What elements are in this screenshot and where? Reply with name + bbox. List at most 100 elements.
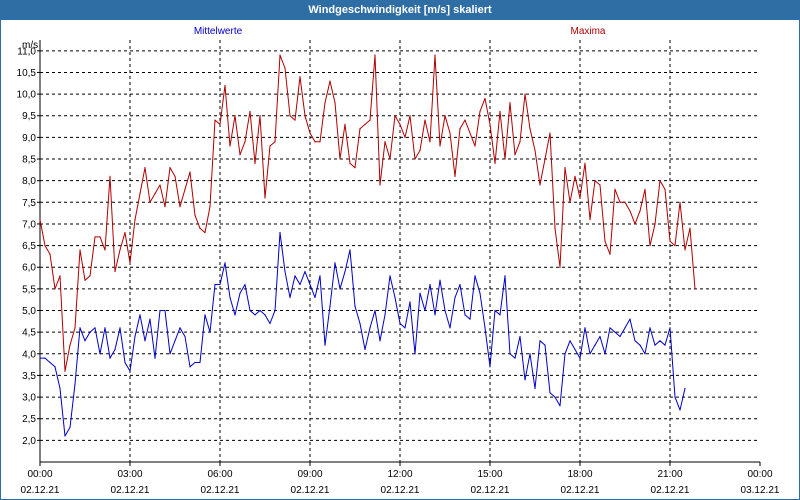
data-point <box>474 145 476 147</box>
data-point <box>649 327 651 329</box>
data-point <box>509 353 511 355</box>
data-point <box>604 240 606 242</box>
data-point <box>194 214 196 216</box>
data-point <box>529 128 531 130</box>
data-point <box>209 206 211 208</box>
data-point <box>684 249 686 251</box>
x-tick-time-label: 06:00 <box>207 469 232 480</box>
y-tick-label: 2,0 <box>22 436 36 447</box>
data-point <box>684 387 686 390</box>
data-point <box>319 275 321 277</box>
data-point <box>244 283 246 286</box>
data-point <box>119 327 121 329</box>
y-tick-label: 6,0 <box>22 263 36 274</box>
data-point <box>39 357 41 359</box>
data-point <box>624 327 626 329</box>
x-tick-time-label: 00:00 <box>27 469 52 480</box>
y-axis-unit-label: m/s <box>22 40 38 51</box>
data-point <box>364 123 366 125</box>
legend-maxima: Maxima <box>570 26 605 37</box>
y-tick-label: 8,5 <box>22 155 36 166</box>
series-mittelwerte <box>39 232 686 437</box>
data-point <box>334 262 336 264</box>
data-point <box>634 340 636 342</box>
data-point <box>394 115 396 117</box>
data-point <box>74 327 76 329</box>
data-point <box>329 80 331 82</box>
data-point <box>239 154 241 156</box>
data-point <box>384 141 386 143</box>
x-tick-date-label: 02.12.21 <box>201 485 240 496</box>
data-point <box>569 201 571 203</box>
data-point <box>654 223 656 225</box>
data-point <box>539 340 541 342</box>
data-point <box>79 327 81 329</box>
data-point <box>374 54 376 56</box>
data-point <box>189 171 191 173</box>
data-point <box>369 327 371 329</box>
data-point <box>369 119 371 121</box>
data-point <box>259 309 261 312</box>
data-point <box>424 119 426 121</box>
data-point <box>84 340 86 342</box>
data-point <box>414 353 416 355</box>
data-point <box>484 97 486 100</box>
y-tick-label: 4,5 <box>22 328 36 339</box>
data-point <box>359 322 361 325</box>
data-point <box>594 344 596 346</box>
data-point <box>619 335 621 338</box>
data-point <box>274 309 276 312</box>
data-point <box>514 357 516 359</box>
data-point <box>609 327 611 329</box>
data-point <box>389 275 391 277</box>
data-point <box>274 141 276 143</box>
data-point <box>179 206 181 208</box>
data-point <box>119 249 121 251</box>
data-point <box>159 309 161 312</box>
data-point <box>219 123 221 125</box>
data-point <box>184 335 186 338</box>
data-point <box>379 184 381 186</box>
data-point <box>234 314 236 316</box>
data-point <box>584 327 586 329</box>
data-point <box>629 318 631 320</box>
data-point <box>504 275 506 277</box>
data-point <box>649 244 651 247</box>
data-point <box>509 102 511 104</box>
data-point <box>279 232 281 234</box>
data-point <box>54 366 56 368</box>
y-tick-label: 5,0 <box>22 306 36 317</box>
data-point <box>599 335 601 338</box>
data-point <box>499 314 501 316</box>
data-point <box>384 314 386 316</box>
data-point <box>459 283 461 286</box>
data-point <box>64 435 66 437</box>
data-point <box>674 396 676 398</box>
data-point <box>454 296 456 299</box>
data-point <box>154 193 156 195</box>
data-point <box>44 357 46 359</box>
data-point <box>129 370 131 372</box>
data-point <box>554 227 556 229</box>
data-point <box>324 102 326 104</box>
data-point <box>49 361 51 364</box>
data-point <box>329 305 331 307</box>
data-point <box>569 340 571 342</box>
y-tick-label: 9,5 <box>22 111 36 122</box>
y-tick-label: 10,5 <box>17 68 37 79</box>
data-point <box>429 283 431 286</box>
data-point <box>479 110 481 113</box>
data-point <box>254 314 256 316</box>
data-point <box>254 162 256 164</box>
data-point <box>309 132 311 134</box>
data-point <box>279 54 281 56</box>
y-tick-label: 3,0 <box>22 393 36 404</box>
data-point <box>544 158 546 160</box>
data-point <box>549 392 551 394</box>
x-tick-time-label: 15:00 <box>477 469 502 480</box>
x-tick-date-label: 02.12.21 <box>21 485 60 496</box>
x-tick-date-label: 02.12.21 <box>561 485 600 496</box>
data-point <box>579 197 581 199</box>
y-tick-label: 11,0 <box>17 46 36 57</box>
